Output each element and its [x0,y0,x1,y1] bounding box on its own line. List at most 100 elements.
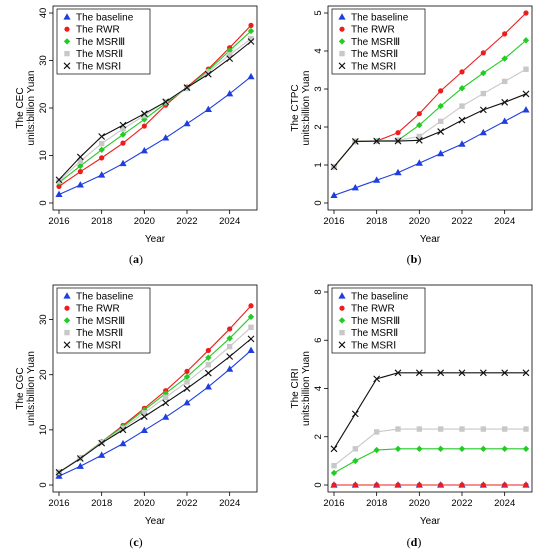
data-point [395,482,401,488]
y-tick-label: 30 [38,55,49,66]
data-point [247,27,255,35]
cross-stroke [437,369,445,377]
series-msr1 [55,38,255,184]
x-tick-label: 2024 [494,498,515,509]
data-point [501,426,508,432]
series-line [333,68,527,168]
x-tick-label: 2018 [366,216,387,227]
y-tick-label: 8 [313,289,324,294]
data-point [98,146,105,153]
data-point [140,110,148,118]
data-point [162,394,169,401]
data-point [162,399,170,407]
data-point [226,89,234,97]
data-point [501,117,509,124]
data-point [395,426,401,432]
x-tick-label: 2022 [176,216,197,227]
legend-label: The MSRⅡ [351,49,398,60]
series-baseline [330,106,530,198]
legend-label: The RWR [351,304,395,315]
x-axis-label: Year [145,516,166,527]
cross-stroke [458,369,466,377]
data-point [183,385,191,392]
series-line [58,41,252,181]
plot-frame [52,284,258,493]
legend-item-msr1: The MSRⅠ [63,61,121,72]
data-point [501,369,509,377]
data-point [523,482,529,488]
data-point [98,171,106,178]
data-point [98,451,106,458]
legend-marker [63,292,71,299]
legend-box [56,287,151,354]
legend-item-msr1: The MSRⅠ [63,340,121,351]
cross-stroke [63,62,71,70]
data-point [415,136,423,144]
data-point [141,410,148,416]
data-point [523,66,529,72]
series-line [333,109,527,196]
data-point [501,55,508,62]
data-point [119,159,127,167]
data-point [394,168,402,176]
data-point [98,439,106,447]
data-point [373,446,380,454]
series-rwr [331,482,529,488]
data-point [55,176,63,184]
plot-frame [327,5,533,211]
legend-label: The MSRⅢ [76,37,125,48]
y-axis-label: The CIRI [290,368,301,408]
y-tick-label: 5 [313,10,324,15]
data-point [480,482,486,488]
series-line [58,338,252,473]
data-point [459,69,465,75]
data-point [459,426,465,432]
data-point [522,90,530,98]
series-line [333,448,526,474]
data-point [227,326,233,332]
cross-stroke [162,98,170,106]
cross-stroke [247,38,255,45]
cross-stroke [119,121,127,129]
data-point [352,446,359,452]
cross-stroke [183,385,191,392]
legend-label: The MSRⅡ [76,328,123,339]
legend-item-msr2: The MSRⅡ [64,49,123,60]
data-point [480,90,487,97]
cross-stroke [522,369,530,377]
data-point [205,69,212,75]
data-point [226,353,234,360]
data-point [416,121,423,129]
legend-marker [338,341,346,349]
data-point [438,88,444,94]
data-point [501,445,508,453]
panel-label: (d) [407,535,422,549]
legend-marker [63,13,71,20]
cross-stroke [501,369,509,377]
data-point [248,303,254,309]
data-point [416,133,423,140]
data-point [480,50,486,56]
data-point [394,137,402,145]
x-tick-label: 2020 [134,498,155,509]
data-point [183,373,191,381]
data-point [522,37,530,44]
series-line [58,350,252,477]
data-point [480,69,487,77]
data-point [374,482,380,488]
cross-stroke [76,455,84,462]
x-tick-label: 2024 [219,216,240,227]
legend-label: The baseline [76,13,134,24]
series-msr1 [330,369,530,453]
data-point [204,383,212,390]
legend-item-baseline: The baseline [338,13,409,24]
y-tick-label: 2 [313,124,324,129]
legend-item-rwr: The RWR [64,304,120,315]
data-point [502,482,508,488]
legend-label: The MSRⅠ [76,340,121,351]
legend-label: The baseline [351,292,409,303]
data-point [248,22,254,28]
x-tick-label: 2016 [48,498,69,509]
data-point [226,52,233,58]
